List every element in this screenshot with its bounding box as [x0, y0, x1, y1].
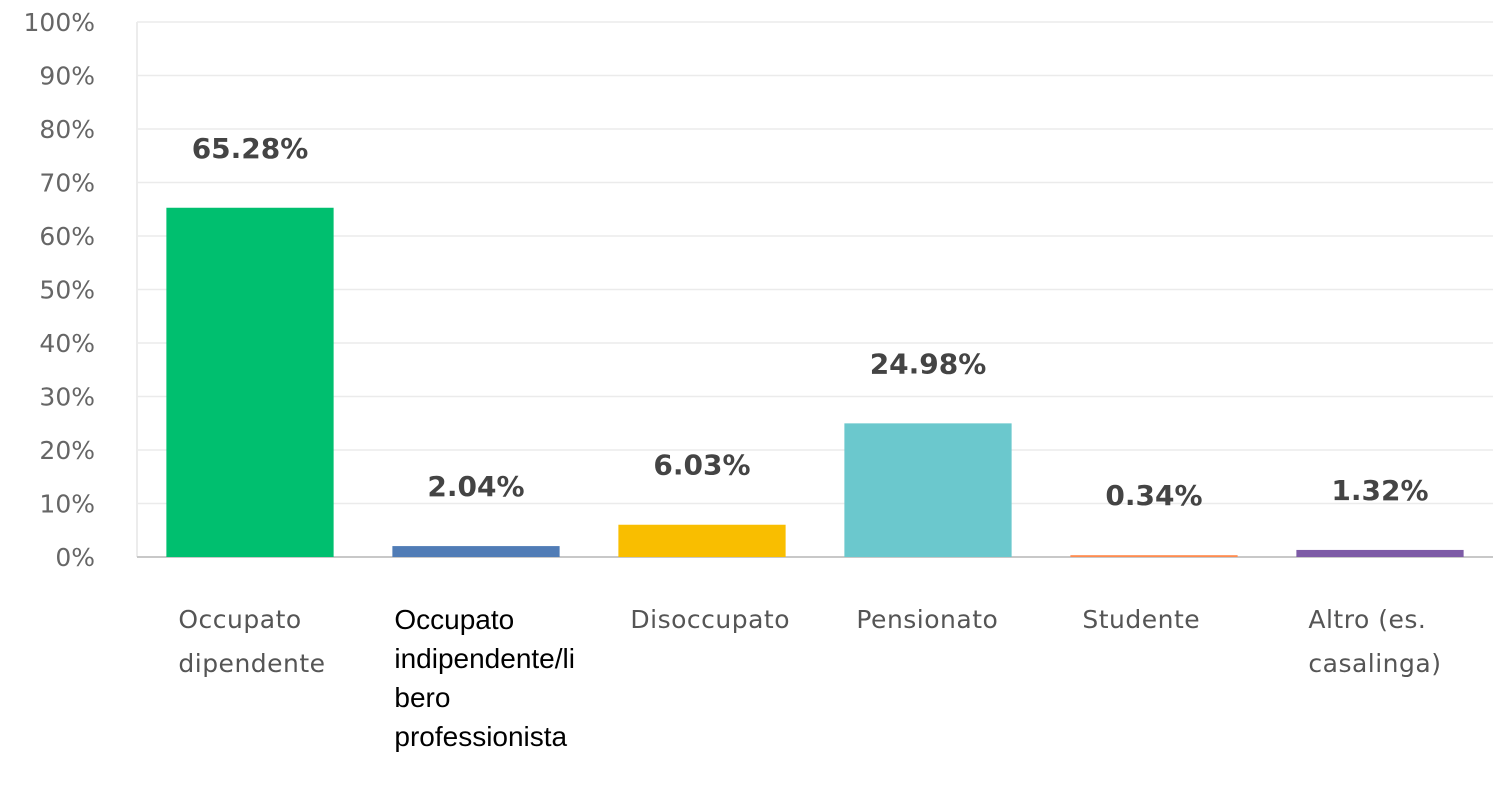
y-tick-label: 50%: [39, 276, 95, 305]
value-label: 2.04%: [427, 470, 524, 503]
bar: [166, 207, 334, 557]
y-tick-label: 0%: [55, 543, 95, 572]
value-label: 65.28%: [192, 132, 309, 165]
value-label: 24.98%: [870, 347, 987, 380]
x-tick-label: Occupato indipendente/libero professioni…: [394, 604, 575, 752]
y-tick-label: 40%: [39, 329, 95, 358]
value-label: 0.34%: [1105, 479, 1202, 512]
y-tick-label: 10%: [39, 490, 95, 519]
x-tick-label: Altro (es. casalinga): [1308, 605, 1442, 678]
x-tick-label: Studente: [1082, 605, 1201, 634]
x-tick-label: Pensionato: [856, 605, 999, 634]
y-tick-label: 100%: [24, 8, 95, 37]
bar: [1296, 549, 1464, 557]
x-tick-label: Disoccupato: [630, 605, 791, 634]
bar: [1070, 555, 1238, 557]
value-label: 1.32%: [1331, 474, 1428, 507]
y-tick-label: 60%: [39, 222, 95, 251]
x-tick-label: Occupato dipendente: [178, 605, 326, 678]
value-label: 6.03%: [653, 449, 750, 482]
bar: [844, 423, 1012, 557]
bar: [618, 524, 786, 557]
y-tick-label: 90%: [39, 62, 95, 91]
y-tick-label: 20%: [39, 436, 95, 465]
y-tick-label: 80%: [39, 115, 95, 144]
y-tick-label: 70%: [39, 169, 95, 198]
y-tick-label: 30%: [39, 383, 95, 412]
bar: [392, 546, 560, 557]
